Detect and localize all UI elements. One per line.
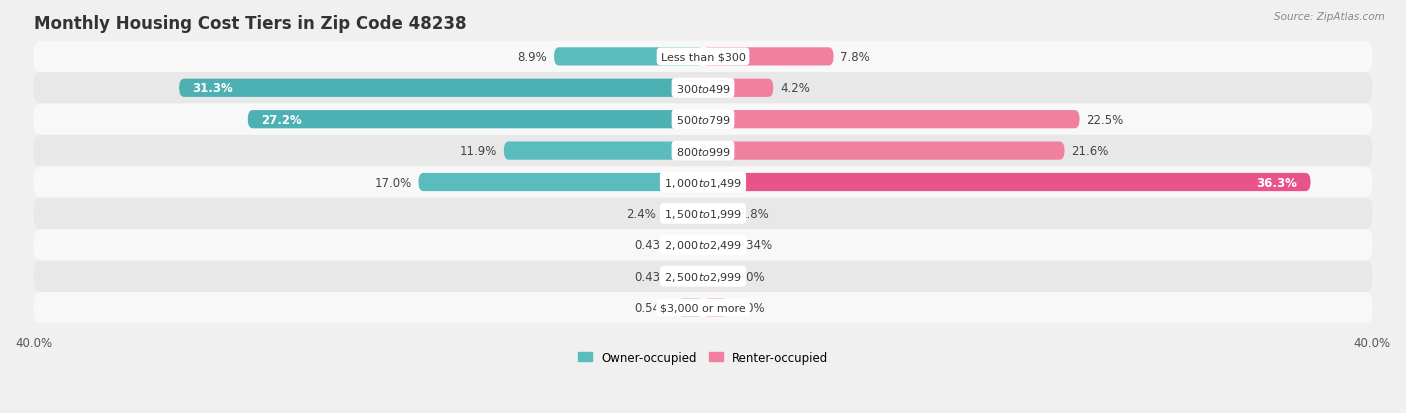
Text: 4.2%: 4.2% bbox=[780, 82, 810, 95]
FancyBboxPatch shape bbox=[179, 79, 703, 97]
FancyBboxPatch shape bbox=[703, 205, 733, 223]
FancyBboxPatch shape bbox=[678, 236, 703, 254]
Text: 0.0%: 0.0% bbox=[735, 301, 765, 314]
Text: 21.6%: 21.6% bbox=[1071, 145, 1108, 158]
Text: $1,500 to $1,999: $1,500 to $1,999 bbox=[664, 207, 742, 221]
FancyBboxPatch shape bbox=[703, 48, 834, 66]
FancyBboxPatch shape bbox=[703, 79, 773, 97]
FancyBboxPatch shape bbox=[662, 205, 703, 223]
FancyBboxPatch shape bbox=[554, 48, 703, 66]
Text: $1,000 to $1,499: $1,000 to $1,499 bbox=[664, 176, 742, 189]
Text: 8.9%: 8.9% bbox=[517, 51, 547, 64]
Legend: Owner-occupied, Renter-occupied: Owner-occupied, Renter-occupied bbox=[572, 346, 834, 368]
Text: 2.4%: 2.4% bbox=[626, 207, 657, 221]
FancyBboxPatch shape bbox=[703, 299, 728, 317]
FancyBboxPatch shape bbox=[34, 104, 1372, 135]
FancyBboxPatch shape bbox=[34, 73, 1372, 104]
Text: 36.3%: 36.3% bbox=[1256, 176, 1298, 189]
FancyBboxPatch shape bbox=[703, 236, 728, 254]
Text: 1.8%: 1.8% bbox=[740, 207, 769, 221]
FancyBboxPatch shape bbox=[34, 135, 1372, 167]
Text: $2,500 to $2,999: $2,500 to $2,999 bbox=[664, 270, 742, 283]
FancyBboxPatch shape bbox=[703, 111, 1080, 129]
FancyBboxPatch shape bbox=[703, 173, 1310, 192]
Text: 7.8%: 7.8% bbox=[841, 51, 870, 64]
Text: 27.2%: 27.2% bbox=[262, 114, 302, 126]
FancyBboxPatch shape bbox=[247, 111, 703, 129]
Text: 0.43%: 0.43% bbox=[634, 239, 671, 252]
FancyBboxPatch shape bbox=[703, 142, 1064, 160]
Text: 11.9%: 11.9% bbox=[460, 145, 498, 158]
Text: 0.0%: 0.0% bbox=[735, 270, 765, 283]
Text: 31.3%: 31.3% bbox=[193, 82, 233, 95]
Text: $3,000 or more: $3,000 or more bbox=[661, 303, 745, 313]
Text: 0.43%: 0.43% bbox=[634, 270, 671, 283]
FancyBboxPatch shape bbox=[419, 173, 703, 192]
Text: $300 to $499: $300 to $499 bbox=[675, 83, 731, 95]
FancyBboxPatch shape bbox=[678, 299, 703, 317]
FancyBboxPatch shape bbox=[34, 292, 1372, 323]
FancyBboxPatch shape bbox=[503, 142, 703, 160]
FancyBboxPatch shape bbox=[34, 167, 1372, 198]
Text: 22.5%: 22.5% bbox=[1087, 114, 1123, 126]
Text: 0.54%: 0.54% bbox=[634, 301, 671, 314]
FancyBboxPatch shape bbox=[34, 198, 1372, 230]
Text: 17.0%: 17.0% bbox=[374, 176, 412, 189]
FancyBboxPatch shape bbox=[34, 42, 1372, 73]
Text: $800 to $999: $800 to $999 bbox=[675, 145, 731, 157]
Text: 0.34%: 0.34% bbox=[735, 239, 772, 252]
Text: Monthly Housing Cost Tiers in Zip Code 48238: Monthly Housing Cost Tiers in Zip Code 4… bbox=[34, 15, 465, 33]
FancyBboxPatch shape bbox=[703, 268, 728, 286]
Text: $500 to $799: $500 to $799 bbox=[675, 114, 731, 126]
FancyBboxPatch shape bbox=[34, 230, 1372, 261]
FancyBboxPatch shape bbox=[678, 268, 703, 286]
Text: Less than $300: Less than $300 bbox=[661, 52, 745, 62]
Text: Source: ZipAtlas.com: Source: ZipAtlas.com bbox=[1274, 12, 1385, 22]
Text: $2,000 to $2,499: $2,000 to $2,499 bbox=[664, 239, 742, 252]
FancyBboxPatch shape bbox=[34, 261, 1372, 292]
